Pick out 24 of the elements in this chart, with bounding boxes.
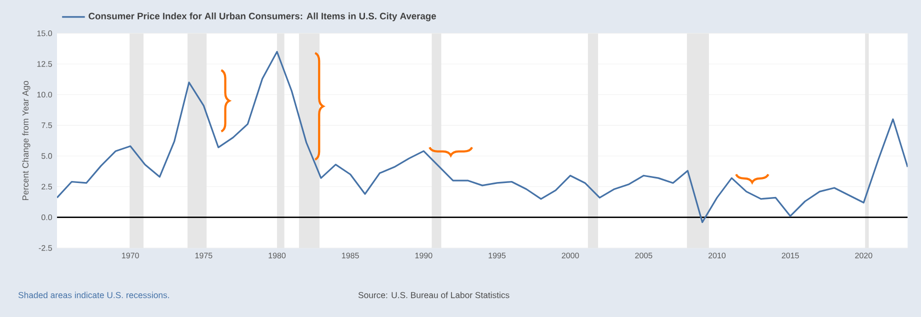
y-tick-label: 5.0	[42, 153, 52, 159]
y-tick-label: 10.0	[37, 92, 52, 98]
x-tick-label: 1980	[268, 252, 286, 258]
x-tick-label: 1990	[415, 252, 432, 258]
y-tick-label: -2.5	[38, 245, 52, 251]
text: Shaded areas indicate U.S. recessions.	[18, 292, 169, 298]
line-series	[57, 50, 908, 224]
source-note: Source: U.S. Bureau of Labor Statistics	[358, 292, 510, 298]
x-tick-label: 2020	[855, 252, 872, 258]
x-tick-label: 2010	[708, 252, 726, 258]
x-tick-label: 1975	[195, 252, 212, 258]
x-tick-label: 2000	[562, 252, 579, 258]
y-tick-label: 12.5	[37, 61, 52, 67]
x-tick-label: 2005	[635, 252, 652, 258]
x-tick-label: 1995	[488, 252, 506, 258]
y-tick-label: 15.0	[37, 30, 52, 36]
y-tick-label: 7.5	[42, 122, 52, 128]
x-tick-label: 1970	[122, 252, 139, 258]
y-tick-label: 0.0	[42, 214, 52, 220]
y-axis-title: Percent Change from Year Ago	[22, 80, 30, 200]
x-tick-label: 1985	[342, 252, 359, 258]
x-tick-label: 2015	[782, 252, 799, 258]
y-tick-label: 2.5	[42, 184, 52, 190]
legend-label: Consumer Price Index for All Urban Consumers: All Items in U.S. City Average	[88, 12, 436, 22]
